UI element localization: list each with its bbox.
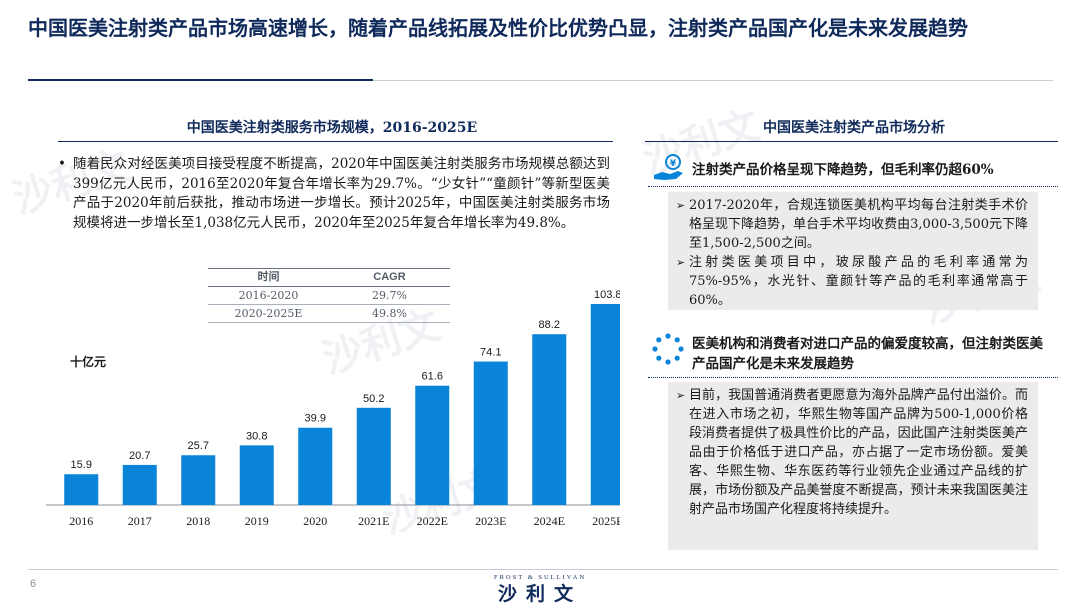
table-row: 2016-2020 29.7% <box>208 287 450 305</box>
x-tick-label: 2020 <box>303 514 327 528</box>
x-tick-label: 2019 <box>245 514 269 528</box>
block1-heading: 注射类产品价格呈现下降趋势，但毛利率仍超60% <box>692 162 994 178</box>
svg-text:¥: ¥ <box>670 159 677 169</box>
market-summary-text: 随着民众对经医美项目接受程度不断提高，2020年中国医美注射类服务市场规模总额达… <box>73 156 610 231</box>
page-number: 6 <box>30 578 37 590</box>
dotted-circle-icon <box>652 333 684 369</box>
right-section-rule <box>645 141 1058 142</box>
block2-dotted-rule <box>648 377 1058 378</box>
hand-money-icon: ¥ <box>652 153 686 187</box>
bar-2023E <box>473 361 508 505</box>
bar-2018 <box>181 455 216 505</box>
frost-sullivan-logo: FROST & SULLIVAN 沙利文 <box>470 573 610 606</box>
list-item: ➢ 目前，我国普通消费者更愿意为海外品牌产品付出溢价。而在进入市场之初，华熙生物… <box>676 386 1028 519</box>
right-section-title: 中国医美注射类产品市场分析 <box>763 120 945 136</box>
block1-box: ➢ 2017-2020年，合规连锁医美机构平均每台注射类手术价格呈现下降趋势，单… <box>668 192 1038 310</box>
bar-2017 <box>122 464 157 505</box>
bar-2019 <box>239 445 274 505</box>
chart-unit-label: 十亿元 <box>70 355 107 369</box>
arrow-bullet-icon: ➢ <box>676 256 686 269</box>
block2-box: ➢ 目前，我国普通消费者更愿意为海外品牌产品付出溢价。而在进入市场之初，华熙生物… <box>668 382 1038 550</box>
market-summary-bullet: • 随着民众对经医美项目接受程度不断提高，2020年中国医美注射类服务市场规模总… <box>58 155 610 233</box>
list-item: ➢ 2017-2020年，合规连锁医美机构平均每台注射类手术价格呈现下降趋势，单… <box>676 196 1028 253</box>
bar-value-label: 103.8 <box>594 289 620 301</box>
x-tick-label: 2025E <box>592 514 620 528</box>
bar-2024E <box>532 334 567 505</box>
market-size-bar-chart: 15.9 2016 20.7 2017 25.7 2018 30.8 2019 39.9 2020… <box>46 289 620 528</box>
list-item-text: 目前，我国普通消费者更愿意为海外品牌产品付出溢价。而在进入市场之初，华熙生物等国… <box>689 388 1028 517</box>
block1-dotted-rule <box>648 186 1058 187</box>
x-tick-label: 2018 <box>186 514 210 528</box>
bar-2022E <box>415 385 450 505</box>
cagr-rate: 49.8% <box>372 307 407 320</box>
cagr-header-rate: CAGR <box>373 271 406 283</box>
footer-divider <box>28 569 1058 570</box>
bullet-icon: • <box>58 156 66 172</box>
list-item-text: 2017-2020年，合规连锁医美机构平均每台注射类手术价格呈现下降趋势，单台手… <box>689 198 1028 251</box>
x-tick-label: 2023E <box>475 514 506 528</box>
bar-value-label: 88.2 <box>539 319 560 331</box>
logo-english: FROST & SULLIVAN <box>493 574 587 581</box>
left-section-rule <box>58 141 613 142</box>
block2-heading: 医美机构和消费者对进口产品的偏爱度较高，但注射类医美产品国产化是未来发展趋势 <box>692 336 1043 372</box>
logo-chinese: 沙利文 <box>497 583 582 605</box>
bar-value-label: 61.6 <box>422 371 443 383</box>
cagr-table-header: 时间 CAGR <box>208 268 450 287</box>
left-section-title: 中国医美注射类服务市场规模，2016-2025E <box>186 120 478 136</box>
bar-value-label: 20.7 <box>129 450 150 462</box>
title-underline <box>28 79 373 81</box>
x-tick-label: 2022E <box>417 514 448 528</box>
x-tick-label: 2024E <box>534 514 565 528</box>
cagr-rate: 29.7% <box>372 289 407 302</box>
cagr-period: 2020-2025E <box>234 307 303 320</box>
bar-2020 <box>298 427 333 505</box>
bar-value-label: 25.7 <box>188 440 209 452</box>
bar-value-label: 39.9 <box>305 413 326 425</box>
bar-value-label: 30.8 <box>246 430 267 442</box>
bar-value-label: 74.1 <box>480 347 501 359</box>
list-item: ➢ 注射类医美项目中，玻尿酸产品的毛利率通常为75%-95%，水光针、童颜针等产… <box>676 253 1028 310</box>
bar-value-label: 50.2 <box>363 393 384 405</box>
table-row: 2020-2025E 49.8% <box>208 305 450 323</box>
bar-value-label: 15.9 <box>71 459 92 471</box>
arrow-bullet-icon: ➢ <box>676 199 686 212</box>
bar-2016 <box>64 474 99 505</box>
cagr-period: 2016-2020 <box>238 289 299 302</box>
x-tick-label: 2016 <box>69 514 93 528</box>
cagr-table: 时间 CAGR 2016-2020 29.7% 2020-2025E 49.8% <box>208 268 450 323</box>
bar-2025E <box>590 304 620 505</box>
arrow-bullet-icon: ➢ <box>676 389 686 402</box>
x-tick-label: 2017 <box>128 514 152 528</box>
title-divider <box>373 80 1053 81</box>
cagr-header-period: 时间 <box>257 271 280 283</box>
slide-title: 中国医美注射类产品市场高速增长，随着产品线拓展及性价比优势凸显，注射类产品国产化… <box>28 16 968 40</box>
x-tick-label: 2021E <box>358 514 389 528</box>
bar-2021E <box>356 407 391 505</box>
list-item-text: 注射类医美项目中，玻尿酸产品的毛利率通常为75%-95%，水光针、童颜针等产品的… <box>689 255 1028 308</box>
